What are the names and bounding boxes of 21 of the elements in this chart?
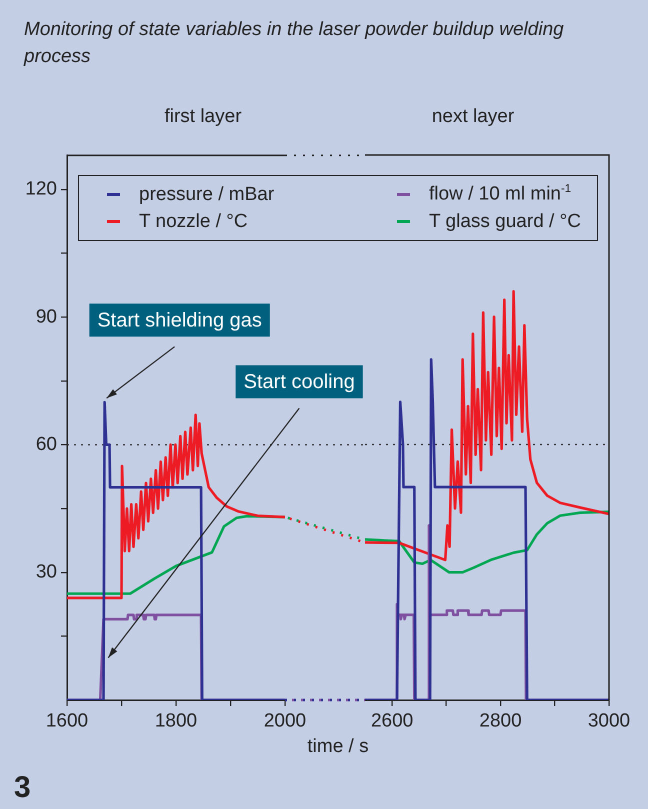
x-axis-title: time / s bbox=[306, 736, 370, 758]
legend-label: T nozzle / °C bbox=[139, 210, 248, 233]
x-tick-label: 2800 bbox=[479, 710, 522, 732]
x-tick-label: 1800 bbox=[154, 710, 198, 732]
annotation: Start cooling bbox=[244, 371, 355, 394]
y-tick-label: 120 bbox=[25, 178, 57, 200]
legend-label: pressure / mBar bbox=[139, 184, 274, 206]
y-tick-label: 90 bbox=[36, 306, 57, 328]
x-tick-label: 2000 bbox=[264, 710, 306, 732]
x-tick-label: 2600 bbox=[370, 710, 414, 732]
legend-label: T glass guard / °C bbox=[429, 210, 581, 233]
x-tick-label: 3000 bbox=[588, 710, 630, 732]
y-tick-label: 60 bbox=[36, 434, 57, 455]
text: first layer bbox=[163, 106, 243, 128]
text: 3 bbox=[14, 770, 32, 804]
y-tick-label: 30 bbox=[36, 562, 57, 583]
legend-label: flow / 10 ml min$^{-1}$ bbox=[429, 183, 572, 206]
x-tick-label: 1600 bbox=[46, 710, 88, 732]
annotation: Start shielding gas bbox=[97, 310, 262, 332]
chart-title: Monitoring of state variables in the laser powder buildup welding process bbox=[24, 18, 565, 69]
text: next layer bbox=[430, 106, 516, 128]
